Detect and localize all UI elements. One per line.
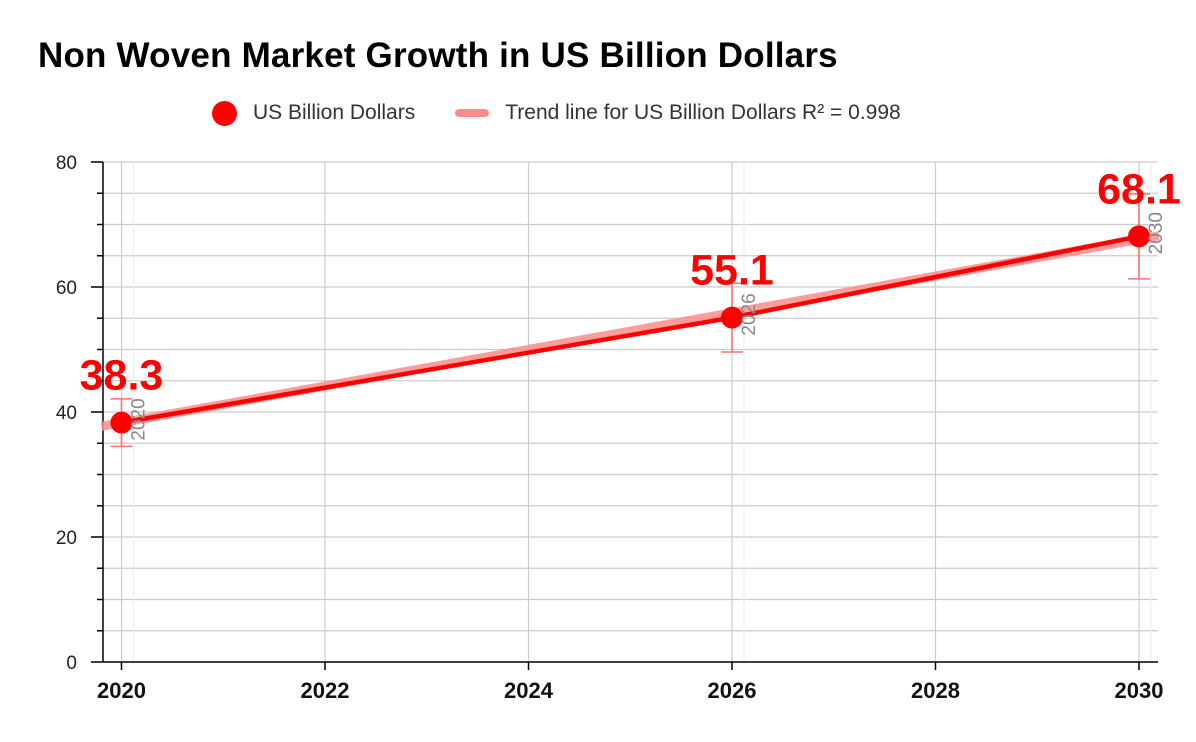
chart-title: Non Woven Market Growth in US Billion Do… xyxy=(38,36,838,75)
x-tick-label: 2022 xyxy=(301,678,350,703)
data-label: 38.3 xyxy=(80,352,164,400)
point-category-label: 2030 xyxy=(1146,212,1167,254)
x-tick-label: 2024 xyxy=(504,678,554,703)
y-tick-label: 80 xyxy=(56,153,77,174)
data-point xyxy=(110,411,133,434)
y-tick-label: 0 xyxy=(66,653,77,674)
x-tick-label: 2026 xyxy=(708,678,757,703)
data-label: 68.1 xyxy=(1097,165,1181,213)
legend-label-series: US Billion Dollars xyxy=(253,101,416,124)
y-tick-label: 20 xyxy=(56,528,77,549)
legend: US Billion Dollars Trend line for US Bil… xyxy=(212,100,901,126)
legend-label-trendline: Trend line for US Billion Dollars R² = 0… xyxy=(505,101,901,124)
x-tick-label: 2020 xyxy=(97,678,146,703)
data-point xyxy=(1128,225,1150,248)
x-tick-label: 2028 xyxy=(911,678,960,703)
data-point xyxy=(721,306,743,329)
legend-marker-trendline xyxy=(455,109,490,117)
point-category-label: 2020 xyxy=(129,398,150,440)
point-category-label: 2026 xyxy=(739,293,760,335)
data-label: 55.1 xyxy=(690,247,774,295)
x-tick-label: 2030 xyxy=(1115,678,1164,703)
y-tick-label: 60 xyxy=(56,278,77,299)
legend-marker-series xyxy=(212,100,237,126)
y-tick-label: 40 xyxy=(56,403,77,424)
